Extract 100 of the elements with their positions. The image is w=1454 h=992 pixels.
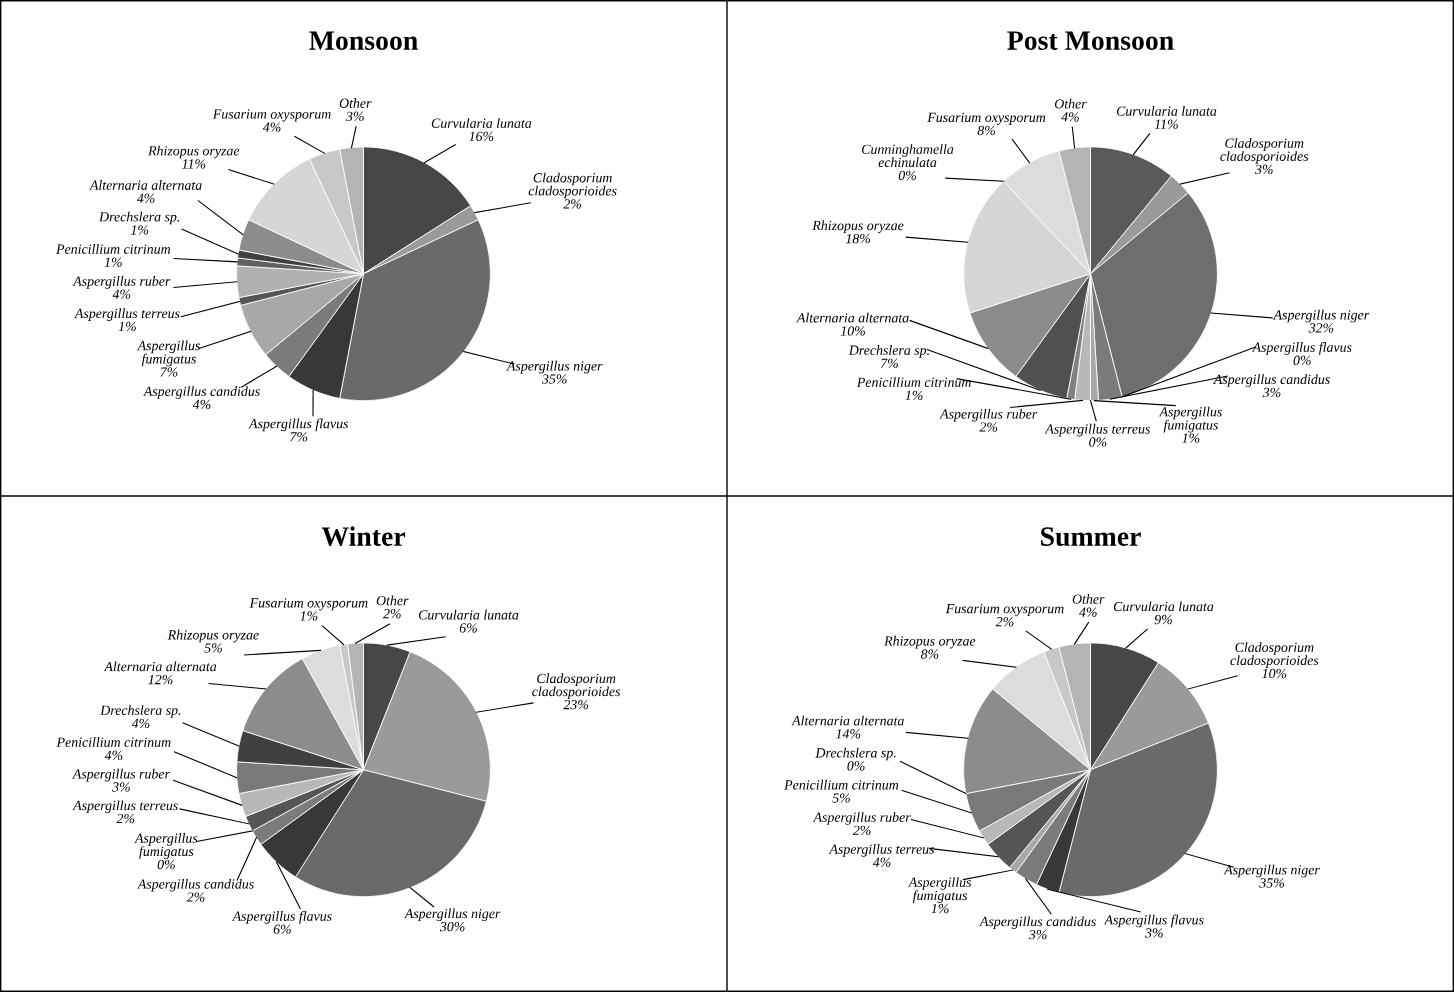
slice-label: Fusarium oxysporum	[927, 112, 1046, 125]
data-label: 3%	[1262, 387, 1281, 398]
data-label: 4%	[131, 718, 150, 729]
data-label: 4%	[1079, 607, 1097, 617]
data-label: 1%	[118, 321, 136, 332]
data-label: 2%	[852, 825, 871, 836]
data-label: 1%	[931, 903, 949, 914]
data-label: 35%	[1259, 878, 1284, 888]
slice-label: Fusarium oxysporum	[249, 598, 368, 611]
chart-title: Summer	[1041, 527, 1141, 546]
text: 0%	[898, 170, 916, 181]
chart-title: Monsoon	[309, 31, 418, 50]
data-label: 4%	[136, 193, 155, 203]
slice-label: Alternaria alternata	[796, 312, 909, 323]
slice-label: Fusarium oxysporum	[945, 603, 1064, 617]
slice-label: Curvularia lunata	[1113, 601, 1214, 612]
chart-title: Winter	[321, 526, 406, 547]
data-label: 7%	[880, 358, 898, 368]
data-label: 4%	[1061, 112, 1079, 122]
slice-label: Penicillium citrinum	[56, 244, 171, 254]
data-label: 35%	[541, 374, 567, 384]
data-label: 16%	[469, 131, 494, 142]
data-label: 10%	[840, 326, 865, 336]
slice-label: Aspergillus candidus	[143, 386, 260, 399]
slice-label: Aspergillus niger	[404, 908, 501, 922]
slice-label: Rhizopus oryzae	[148, 145, 240, 159]
slice-label: Curvularia lunata	[418, 609, 519, 620]
data-label: 7%	[160, 367, 178, 377]
data-label: 23%	[563, 699, 589, 710]
slice-label: Drechslera sp.	[100, 705, 181, 718]
slice-label: Aspergillus niger	[506, 360, 603, 374]
slice-label: Aspergillus niger	[1223, 864, 1320, 878]
category-label: Aspergillus flavus	[1251, 341, 1352, 355]
data-label: 1%	[905, 390, 923, 401]
data-label: 3%	[1144, 928, 1163, 938]
slice-label: Other	[1054, 98, 1087, 109]
data-label: 32%	[1308, 323, 1334, 333]
slice-label: Rhizopus oryzae	[884, 635, 976, 649]
category-label: Drechslera sp.	[815, 747, 896, 761]
text: 0%	[157, 859, 175, 870]
data-label: 9%	[1154, 614, 1172, 625]
slice-label: Aspergillus candidus	[137, 878, 254, 892]
data-label: 11%	[182, 159, 206, 169]
text: 0%	[1089, 437, 1107, 447]
slice-label: Aspergillus terreus	[72, 800, 178, 813]
data-label: 1%	[300, 611, 318, 621]
data-label: 2%	[116, 813, 135, 824]
slice-label: Aspergillus ruber	[812, 812, 911, 825]
data-label: 4%	[192, 399, 211, 410]
slice-label: Penicillium citrinum	[784, 779, 899, 790]
data-label: 30%	[439, 921, 465, 932]
data-label: 3%	[1254, 164, 1273, 175]
slice-label: Aspergillus fumigatus	[907, 877, 972, 903]
slice-label: Cladosporium cladosporioides	[1220, 138, 1309, 164]
data-label: 2%	[186, 892, 205, 902]
slice-label: Rhizopus oryzae	[167, 629, 259, 643]
text: 0%	[1293, 355, 1311, 366]
slice-label: Cladosporium cladosporioides	[1230, 642, 1319, 668]
slice-label: Drechslera sp.	[848, 345, 929, 358]
data-label: 11%	[1154, 119, 1178, 129]
slice-label: Aspergillus flavus	[1103, 914, 1204, 928]
legend-label: Aspergillus fumigatus	[134, 833, 198, 859]
slice-label: Alternaria alternata	[89, 180, 202, 190]
data-label: 14%	[836, 729, 861, 739]
slice-label: Aspergillus ruber	[72, 276, 171, 289]
data-label: 12%	[148, 674, 173, 685]
data-label: 2%	[383, 608, 401, 619]
slice-label: Aspergillus ruber	[72, 768, 170, 782]
data-label: 3%	[112, 782, 130, 792]
slice-label: Alternaria alternata	[791, 715, 904, 726]
data-label: 8%	[977, 125, 996, 136]
data-label: 7%	[290, 432, 308, 442]
slice-label: Aspergillus niger	[1272, 309, 1370, 323]
data-label: 2%	[995, 617, 1014, 627]
slice-label: Cladosporium cladosporioides	[528, 172, 617, 199]
data-label: 5%	[204, 643, 222, 653]
data-label: 2%	[563, 199, 582, 209]
data-label: 4%	[872, 857, 891, 867]
slice-label: Aspergillus candidus	[979, 916, 1096, 929]
data-label: 2%	[979, 422, 998, 432]
data-label: 6%	[459, 623, 477, 633]
slice-label: Rhizopus oryzae	[812, 220, 904, 234]
data-label: 4%	[104, 750, 123, 760]
data-label: 10%	[1262, 668, 1287, 679]
data-label: 8%	[920, 649, 939, 659]
chart-title: Post Monsoon	[1007, 31, 1174, 50]
data-label: 1%	[130, 225, 149, 235]
data-label: 6%	[273, 924, 291, 934]
slice-label: Other	[339, 98, 372, 108]
slice-label: Aspergillus fumigatus	[1158, 406, 1222, 433]
data-label: 3%	[1028, 929, 1047, 940]
text: 0%	[847, 761, 865, 771]
slice-label: Drechslera sp.	[98, 211, 180, 225]
slice-label: Aspergillus flavus	[231, 910, 332, 924]
category-label: Cunninghamella echinulata	[861, 144, 954, 168]
data-label: 5%	[832, 793, 850, 803]
data-label: 4%	[112, 289, 131, 299]
slice-label: Aspergillus fumigatus	[136, 340, 200, 367]
slice-label: Alternaria alternata	[103, 661, 217, 672]
data-label: 1%	[1182, 433, 1200, 443]
